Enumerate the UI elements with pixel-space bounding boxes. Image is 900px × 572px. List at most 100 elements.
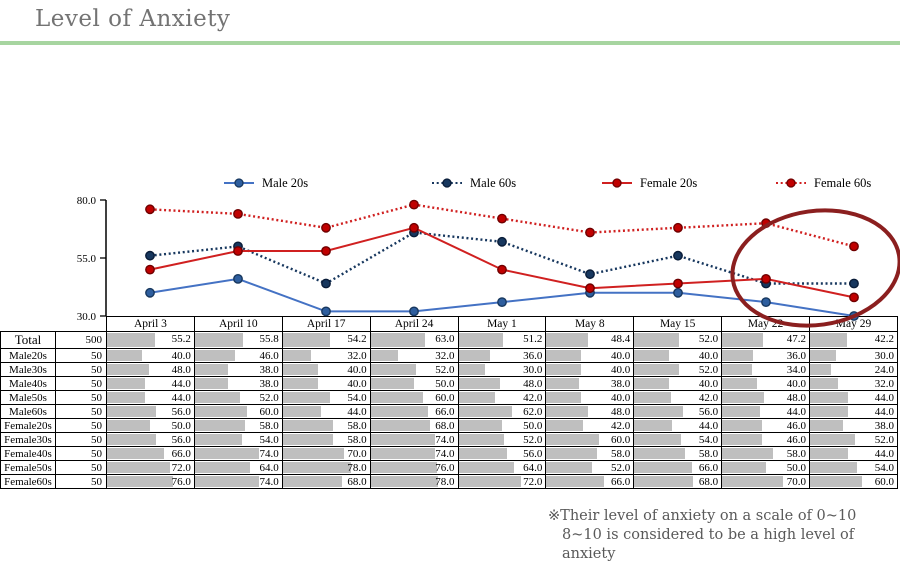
cell-value: 60.0 [259,406,279,418]
series-line-female-20s [149,226,855,299]
cell-value: 66.0 [698,462,719,474]
value-bar [722,420,763,431]
row-sample-size: 50 [55,390,107,405]
value-bar [458,434,504,445]
cell-value: 72.0 [523,476,543,488]
cell-value: 50.0 [786,462,806,474]
value-bar [283,364,318,375]
table-cell: 52.0 [633,362,723,377]
table-cell: 64.0 [457,460,547,475]
series-line-female-60s [149,203,855,248]
table-cell: 42.0 [633,390,723,405]
value-bar [810,333,847,347]
cell-value: 54.2 [347,333,367,345]
legend-marker-icon [442,178,452,188]
data-point-female-60s [233,208,243,219]
series-male-60s [145,227,859,289]
data-point-male-20s [409,306,419,317]
table-cell: 38.0 [809,418,898,433]
data-point-male-60s [497,236,507,247]
cell-value: 68.0 [435,420,455,432]
value-bar [458,350,490,361]
data-point-female-60s [145,204,155,215]
cell-value: 36.0 [786,350,806,362]
value-bar [371,476,439,487]
table-cell: 72.0 [457,474,547,489]
table-cell: 52.0 [457,432,547,447]
cell-value: 42.0 [523,392,543,404]
value-bar [283,406,321,417]
page-title: Level of Anxiety [35,6,231,32]
cell-value: 24.0 [874,364,894,376]
cell-value: 34.0 [786,364,806,376]
value-bar [371,434,435,445]
value-bar [546,462,592,473]
value-bar [371,420,430,431]
data-point-female-60s [321,222,331,233]
cell-value: 78.0 [435,476,455,488]
data-point-male-60s [233,241,243,252]
table-cell: 40.0 [281,362,371,377]
table-cell: 68.0 [633,474,723,489]
table-cell: 42.2 [809,331,898,349]
table-cell: 55.8 [193,331,283,349]
table-cell: 40.0 [545,362,635,377]
anxiety-data-table: April 3 April 10 April 17 April 24 May 1 May … [0,316,898,489]
value-bar [371,333,426,347]
table-cell: 58.0 [281,432,371,447]
data-point-female-20s [497,264,507,275]
data-point-female-20s [233,246,243,256]
value-bar [546,364,582,375]
table-cell: 44.0 [106,390,195,405]
data-point-female-60s [409,199,419,210]
value-bar [722,476,783,487]
value-bar [546,434,599,445]
table-cell: 63.0 [369,331,459,349]
value-bar [810,448,849,459]
cell-value: 48.0 [611,406,631,418]
table-cell: 54.0 [633,432,723,447]
value-bar [371,378,415,389]
table-cell: 30.0 [457,362,547,377]
series-female-60s [145,199,859,252]
cell-value: 60.0 [874,476,894,488]
value-bar [195,434,242,445]
value-bar [371,350,399,361]
cell-value: 72.0 [171,462,191,474]
table-cell: 42.0 [457,390,547,405]
cell-value: 50.0 [435,378,455,390]
cell-value: 30.0 [523,364,543,376]
value-bar [634,420,673,431]
table-col-header: May 15 [633,316,723,332]
table-cell: 48.0 [721,390,810,405]
table-cell: 44.0 [809,446,898,461]
table-cell: 56.0 [106,432,195,447]
value-bar [546,350,582,361]
cell-value: 74.0 [259,476,279,488]
cell-value: 66.0 [435,406,455,418]
table-cell: 66.0 [369,404,459,419]
cell-value: 42.0 [698,392,719,404]
data-point-female-20s [145,264,155,275]
data-point-female-60s [585,227,595,238]
table-cell: 60.0 [809,474,898,489]
table-cell: 56.0 [457,446,547,461]
table-cell: 58.0 [633,446,723,461]
table-cell: 40.0 [721,376,810,391]
table-cell: 44.0 [633,418,723,433]
table-cell: 58.0 [545,446,635,461]
row-sample-size: 50 [55,432,107,447]
value-bar [458,448,508,459]
value-bar [810,378,838,389]
value-bar [371,364,416,375]
value-bar [371,448,435,459]
cell-value: 47.2 [786,333,806,345]
cell-value: 40.0 [698,350,719,362]
value-bar [722,378,757,389]
value-bar [634,476,694,487]
cell-value: 52.0 [874,434,894,446]
y-axis: 30.055.080.0 [77,195,107,323]
value-bar [546,476,604,487]
table-col-header: April 3 [106,316,195,332]
cell-value: 68.0 [347,476,367,488]
